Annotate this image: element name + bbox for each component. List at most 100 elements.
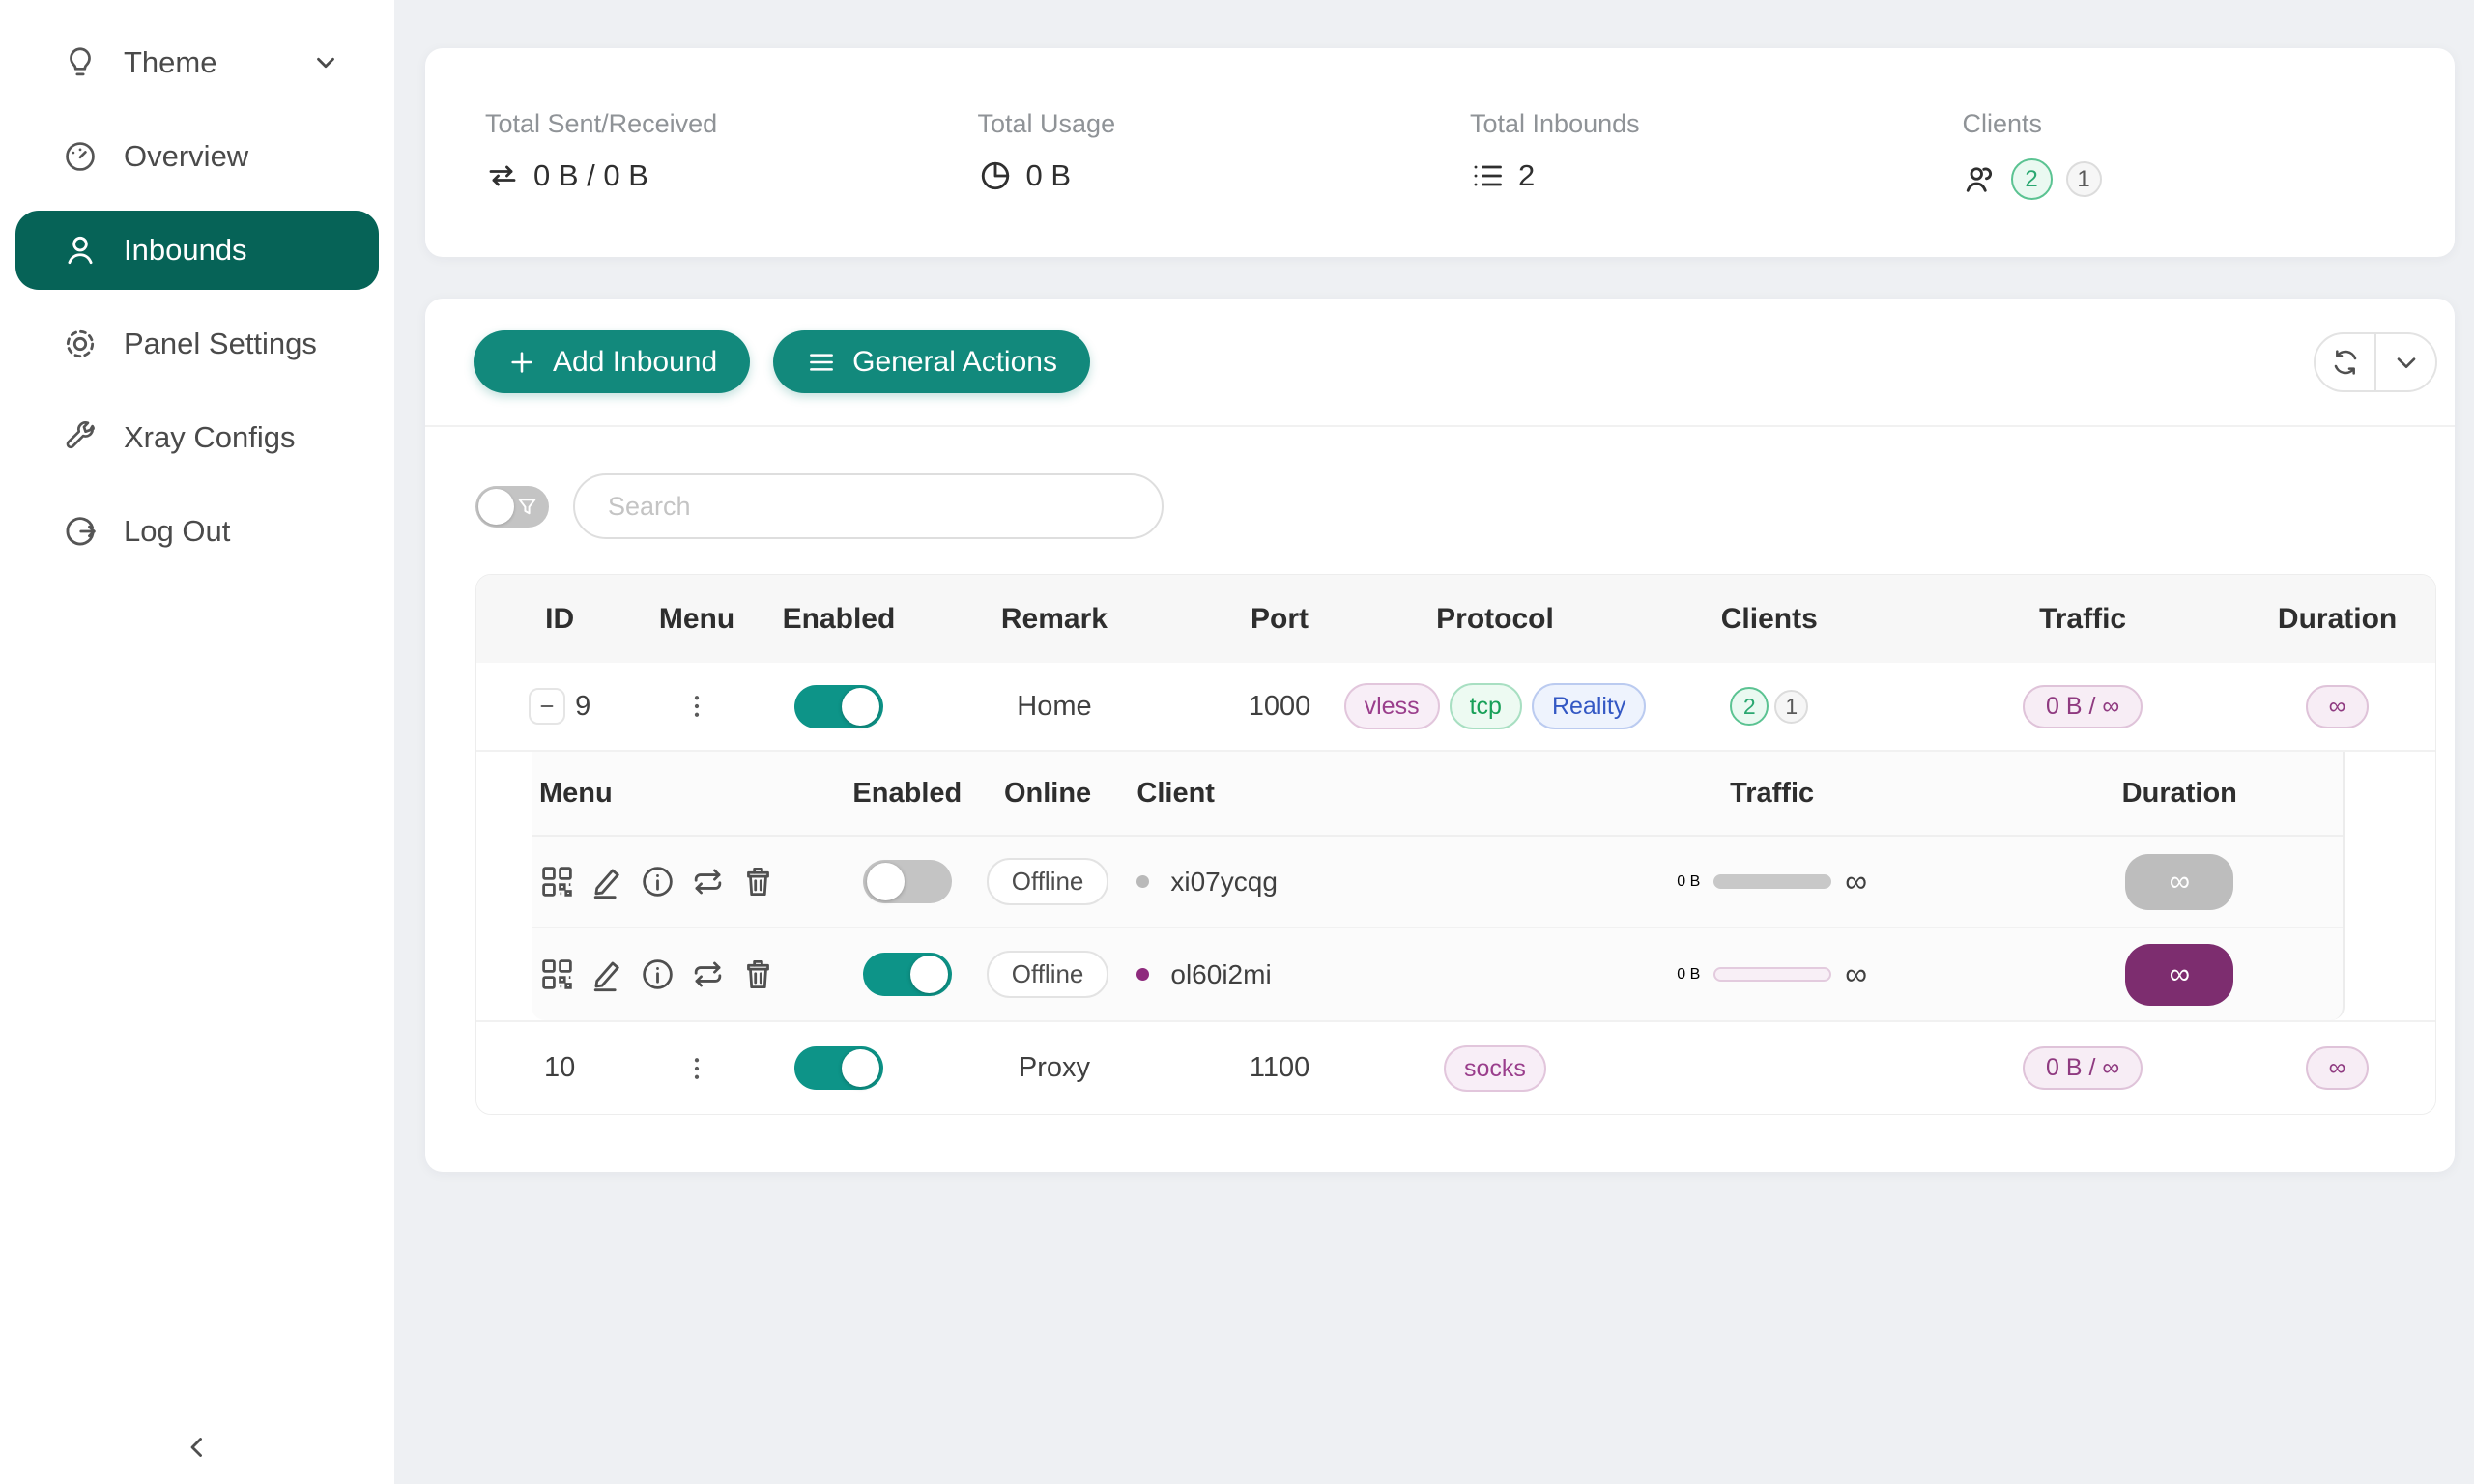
- stat-clients: Clients 2 1: [1963, 109, 2456, 257]
- wrench-icon: [62, 419, 99, 456]
- client-column-enabled: Enabled: [852, 777, 963, 809]
- inbound-remark: Home: [1017, 690, 1092, 722]
- protocol-tag-reality: Reality: [1531, 683, 1647, 729]
- sidebar: Theme Overview Inbounds: [0, 0, 394, 1484]
- online-status-badge: Offline: [986, 951, 1109, 998]
- client-duration-pill[interactable]: ∞: [2125, 943, 2234, 1006]
- traffic-used: 0 B: [1677, 872, 1701, 890]
- table-header-row: ID Menu Enabled Remark Port Protocol Cli…: [476, 575, 2435, 663]
- traffic-bar: [1713, 874, 1832, 889]
- info-icon[interactable]: [640, 864, 676, 899]
- inbound-enabled-toggle[interactable]: [793, 1046, 883, 1090]
- inbounds-body: ID Menu Enabled Remark Port Protocol Cli…: [425, 427, 2455, 1115]
- sidebar-item-label: Xray Configs: [124, 420, 296, 454]
- protocol-tag-tcp: tcp: [1449, 683, 1522, 729]
- stat-total-usage: Total Usage 0 B: [978, 109, 1471, 257]
- client-column-menu: Menu: [539, 777, 613, 809]
- pie-chart-icon: [978, 158, 1013, 193]
- column-header-duration: Duration: [2277, 602, 2398, 635]
- add-inbound-label: Add Inbound: [553, 345, 718, 378]
- sidebar-item-label: Overview: [124, 139, 249, 173]
- stat-value: 0 B / 0 B: [533, 158, 648, 192]
- online-status-badge: Offline: [986, 858, 1109, 905]
- column-header-clients: Clients: [1720, 602, 1818, 635]
- transfer-arrows-icon: [485, 158, 520, 193]
- traffic-pill[interactable]: 0 B / ∞: [2022, 684, 2143, 728]
- qr-code-icon[interactable]: [539, 864, 575, 899]
- qr-code-icon[interactable]: [539, 956, 575, 992]
- stat-value: 0 B: [1025, 158, 1072, 192]
- edit-icon[interactable]: [590, 864, 625, 899]
- column-header-traffic: Traffic: [2039, 602, 2127, 635]
- protocol-tag-socks: socks: [1444, 1044, 1546, 1092]
- clients-header-row: Menu Enabled Online Client Traffic Durat…: [532, 752, 2343, 837]
- refresh-options-button[interactable]: [2376, 334, 2435, 390]
- sidebar-nav: Theme Overview Inbounds: [0, 0, 394, 594]
- sidebar-item-theme[interactable]: Theme: [15, 23, 379, 102]
- reset-traffic-icon[interactable]: [690, 956, 726, 992]
- bulb-icon: [62, 44, 99, 81]
- client-column-client: Client: [1136, 777, 1215, 809]
- inbounds-card: Add Inbound General Actions: [425, 299, 2455, 1172]
- column-header-menu: Menu: [658, 602, 735, 635]
- clients-deactive-badge: 1: [2065, 161, 2102, 197]
- refresh-icon: [2330, 347, 2361, 378]
- sidebar-item-log-out[interactable]: Log Out: [15, 492, 379, 571]
- stat-label: Total Usage: [977, 109, 1116, 138]
- sidebar-item-xray-configs[interactable]: Xray Configs: [15, 398, 379, 477]
- traffic-used: 0 B: [1677, 965, 1701, 983]
- row-menu-button[interactable]: [680, 690, 713, 723]
- general-actions-button[interactable]: General Actions: [773, 330, 1090, 393]
- users-icon: [1963, 162, 1998, 197]
- inbounds-table: ID Menu Enabled Remark Port Protocol Cli…: [475, 574, 2436, 1115]
- sidebar-item-label: Panel Settings: [124, 327, 317, 360]
- edit-icon[interactable]: [590, 956, 625, 992]
- list-icon: [1470, 158, 1505, 193]
- collapse-row-button[interactable]: [529, 688, 566, 725]
- clients-online-badge: 2: [2010, 158, 2053, 200]
- plus-icon: [506, 347, 537, 378]
- client-enabled-toggle[interactable]: [862, 860, 952, 903]
- add-inbound-button[interactable]: Add Inbound: [474, 330, 751, 393]
- search-input[interactable]: [573, 473, 1164, 539]
- client-row-ol60i2mi: Offline ol60i2mi 0 B ∞: [532, 928, 2343, 1020]
- sidebar-item-overview[interactable]: Overview: [15, 117, 379, 196]
- inbound-port: 1100: [1249, 1052, 1310, 1083]
- delete-icon[interactable]: [740, 864, 776, 899]
- refresh-button[interactable]: [2316, 333, 2376, 390]
- row-menu-button[interactable]: [680, 1052, 713, 1085]
- inbound-row-9: 9 Home 1000 vless: [476, 663, 2435, 752]
- duration-pill[interactable]: ∞: [2305, 684, 2370, 728]
- traffic-pill[interactable]: 0 B / ∞: [2022, 1046, 2143, 1090]
- duration-pill[interactable]: ∞: [2305, 1046, 2370, 1090]
- sidebar-collapse-button[interactable]: [0, 1416, 394, 1478]
- sidebar-item-panel-settings[interactable]: Panel Settings: [15, 304, 379, 384]
- inbound-enabled-toggle[interactable]: [793, 684, 883, 728]
- chevron-down-icon: [311, 48, 340, 77]
- filter-funnel-icon: [515, 495, 539, 519]
- client-duration-pill[interactable]: ∞: [2125, 853, 2234, 910]
- refresh-split-button: [2314, 331, 2437, 392]
- traffic-limit: ∞: [1845, 864, 1868, 899]
- main-content: Total Sent/Received 0 B / 0 B Total Usag…: [394, 0, 2474, 1484]
- toggle-knob: [909, 956, 948, 993]
- menu-lines-icon: [806, 347, 837, 378]
- toggle-knob: [841, 1049, 879, 1087]
- chevron-left-icon: [181, 1431, 214, 1464]
- chevron-down-icon: [2391, 347, 2422, 378]
- general-actions-label: General Actions: [852, 345, 1057, 378]
- client-column-traffic: Traffic: [1730, 777, 1815, 809]
- toggle-knob: [866, 863, 905, 900]
- info-icon[interactable]: [640, 956, 676, 992]
- client-column-online: Online: [1003, 777, 1092, 809]
- column-header-protocol: Protocol: [1436, 602, 1554, 635]
- sidebar-item-inbounds[interactable]: Inbounds: [15, 211, 379, 290]
- toggle-knob: [478, 488, 514, 525]
- delete-icon[interactable]: [740, 956, 776, 992]
- client-enabled-toggle[interactable]: [862, 953, 952, 996]
- clients-deactive-badge: 1: [1774, 689, 1809, 724]
- reset-traffic-icon[interactable]: [690, 864, 726, 899]
- stat-total-sent-received: Total Sent/Received 0 B / 0 B: [485, 109, 978, 257]
- filter-toggle[interactable]: [475, 485, 549, 528]
